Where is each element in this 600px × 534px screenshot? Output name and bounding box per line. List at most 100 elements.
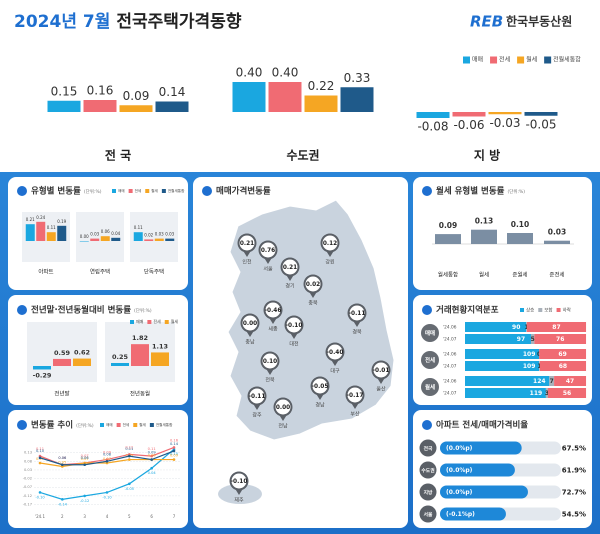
value-label: 0.06	[58, 456, 67, 460]
value-label: 54.5%	[562, 511, 586, 519]
bar-segment	[465, 388, 546, 398]
value-label: 90	[512, 324, 520, 331]
value-label: 72.7%	[562, 489, 586, 497]
legend-label: 전세	[123, 422, 130, 427]
bar	[452, 112, 486, 117]
legend-swatch	[490, 56, 498, 64]
row-label: 지방	[424, 489, 433, 496]
bar	[25, 224, 35, 241]
value-label: 67.5%	[562, 445, 586, 453]
value-label: 0.09	[170, 454, 179, 458]
pin-face	[282, 259, 298, 275]
progress-bar	[440, 485, 528, 499]
region-label: 전북	[265, 377, 275, 384]
legend-label: 상승	[526, 307, 534, 314]
value-label: 0.11	[36, 447, 44, 451]
point	[172, 446, 176, 449]
legend-label: 전세	[499, 56, 510, 64]
category-label: 준월세	[512, 271, 527, 279]
panel-title: 변동률 추이	[31, 420, 73, 431]
progress-bar	[440, 441, 522, 455]
legend-swatch	[538, 308, 543, 312]
region-label: 대구	[330, 368, 340, 375]
value-label: -0.05	[525, 117, 556, 131]
legend-label: 전월세통합	[553, 56, 581, 64]
value-label: 124	[533, 378, 546, 385]
point	[105, 491, 109, 494]
title-icon	[17, 420, 27, 430]
row-badge	[419, 461, 437, 479]
group-badge	[421, 324, 439, 342]
value-label: 0.03	[165, 232, 174, 237]
change-label: (0.0%p)	[446, 467, 473, 474]
value-label: 0.12	[323, 241, 337, 247]
value-label: 1	[537, 363, 541, 370]
value-label: 0.62	[74, 349, 90, 357]
change-label: (0.0%p)	[446, 445, 473, 452]
legend-label: 월세	[526, 56, 537, 64]
bar	[507, 233, 533, 244]
row-label: '24.07	[443, 364, 457, 370]
region-label: 세종	[268, 326, 278, 333]
bar	[57, 225, 67, 241]
bar-segment	[539, 349, 587, 359]
bar-segment	[526, 322, 527, 332]
value-label: -0.46	[265, 308, 282, 314]
legend-label: 월세	[151, 188, 158, 193]
bar-segment	[547, 388, 587, 398]
bar	[435, 234, 461, 244]
x-tick-label: 2	[61, 514, 64, 519]
bar	[340, 87, 374, 112]
bar	[268, 82, 302, 112]
unit-label: (단위:%)	[84, 188, 102, 195]
value-label: 0.07	[81, 457, 89, 461]
bar	[155, 101, 189, 112]
legend-swatch	[544, 56, 552, 64]
panel	[8, 410, 188, 528]
title-icon	[422, 186, 432, 196]
x-tick-label: 4	[106, 514, 109, 519]
legend-swatch	[147, 320, 152, 324]
legend-swatch	[112, 189, 116, 193]
point	[150, 466, 153, 470]
bar-segment	[534, 334, 587, 344]
value-label: 0.07	[103, 457, 111, 461]
value-label: 0.00	[80, 234, 89, 239]
pin-face	[286, 317, 302, 333]
value-label: 76	[556, 336, 564, 343]
value-label: 0.21	[240, 241, 254, 247]
value-label: 0.10	[263, 359, 277, 365]
bar	[165, 238, 175, 241]
progress-bar	[440, 507, 506, 521]
x-tick-label: 7	[173, 514, 176, 519]
legend-swatch	[116, 423, 121, 427]
bar	[73, 358, 91, 366]
legend-label: 매매	[472, 56, 483, 64]
pin-face	[373, 362, 389, 378]
group-badge	[421, 378, 439, 396]
bar-segment	[549, 376, 555, 386]
bar-segment	[545, 388, 548, 398]
title-date: 2024년 7월	[14, 12, 110, 32]
value-label: 0.14	[170, 442, 179, 446]
legend-swatch	[556, 308, 561, 312]
bar	[524, 112, 558, 116]
value-label: 5	[531, 336, 535, 343]
point	[83, 463, 86, 467]
bar-segment	[465, 349, 540, 359]
value-label: 0.59	[54, 349, 71, 357]
value-label: 0.15	[51, 84, 78, 98]
value-label: 0.19	[57, 219, 66, 224]
pin-face	[347, 387, 363, 403]
pin-face	[275, 399, 291, 415]
value-label: -0.03	[489, 116, 520, 130]
bar	[36, 221, 46, 241]
bar	[131, 344, 149, 366]
pin-face	[239, 235, 255, 251]
map-jeju	[218, 484, 262, 504]
y-tick-label: -0.02	[23, 477, 32, 481]
legend-swatch	[164, 320, 169, 324]
point	[150, 458, 153, 461]
header-bar	[0, 0, 600, 42]
title-icon	[422, 305, 432, 315]
